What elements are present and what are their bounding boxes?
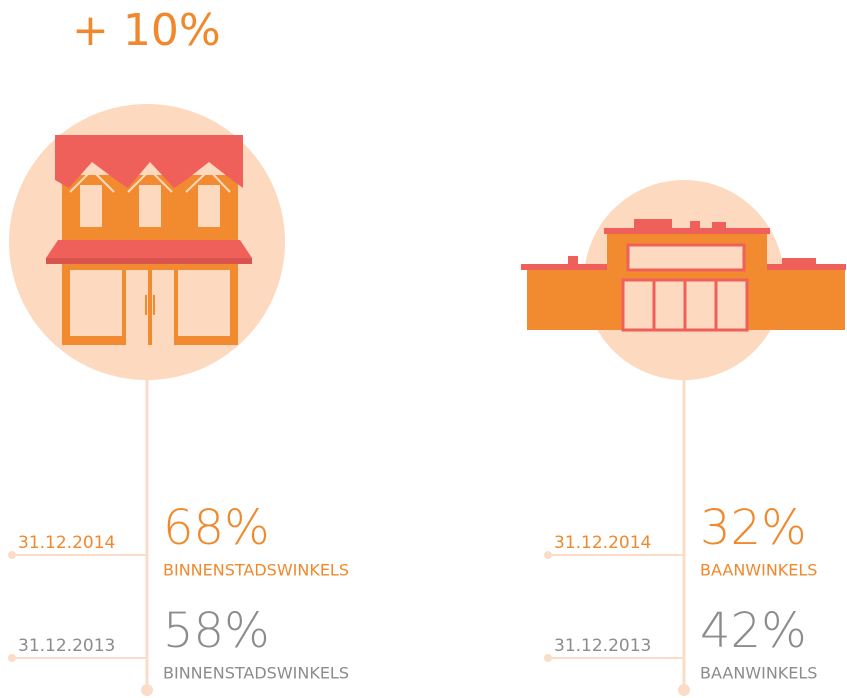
label: BINNENSTADSWINKELS (163, 561, 349, 580)
label: BINNENSTADSWINKELS (163, 664, 349, 683)
date: 31.12.2014 (554, 533, 651, 553)
headline: + 10% (72, 5, 221, 56)
percent: 42% (700, 603, 807, 659)
date: 31.12.2013 (554, 636, 651, 656)
city-shop-illustration (9, 104, 285, 690)
percent: 32% (700, 500, 807, 556)
percent: 58% (163, 603, 270, 659)
label: BAANWINKELS (700, 664, 817, 683)
retail-park-illustration (521, 180, 846, 690)
date: 31.12.2014 (18, 533, 115, 553)
date: 31.12.2013 (18, 636, 115, 656)
timeline-connectors (8, 551, 690, 696)
percent: 68% (163, 500, 270, 556)
label: BAANWINKELS (700, 561, 817, 580)
